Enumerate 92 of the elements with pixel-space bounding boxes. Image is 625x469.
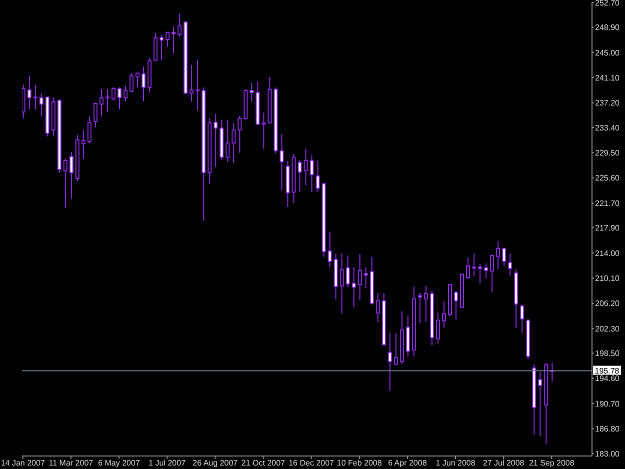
y-tick-label: 198.50: [595, 349, 620, 358]
candlestick: [232, 122, 236, 164]
x-tick-label: 26 Aug 2007: [192, 458, 238, 468]
candlestick: [394, 332, 398, 366]
y-tick-label: 225.60: [595, 174, 620, 183]
y-tick-label: 206.20: [595, 299, 620, 308]
candlestick: [196, 59, 200, 111]
candlestick: [81, 130, 86, 160]
x-tick-label: 6 May 2007: [98, 458, 140, 468]
candlestick: [238, 115, 242, 154]
candlestick: [442, 300, 446, 328]
x-tick-label: 14 Jan 2007: [0, 458, 46, 468]
candlestick: [39, 92, 44, 117]
x-tick-label: 21 Oct 2007: [241, 458, 286, 468]
candlestick: [160, 34, 164, 61]
candlestick: [166, 31, 170, 48]
candlestick: [250, 82, 254, 102]
candlestick: [310, 154, 314, 193]
candlestick: [376, 292, 380, 323]
candlestick: [130, 72, 134, 92]
candlestick: [466, 256, 470, 280]
candlestick: [502, 247, 506, 266]
candlestick: [346, 255, 350, 288]
candlestick: [472, 253, 476, 277]
candlestick: [280, 133, 284, 191]
x-tick-label: 16 Dec 2007: [288, 458, 335, 468]
candlestick: [538, 371, 542, 436]
candlestick: [328, 231, 332, 268]
y-tick-label: 233.40: [595, 123, 620, 132]
y-tick-label: 194.60: [595, 374, 620, 384]
candlestick: [124, 86, 128, 102]
candlestick: [490, 254, 494, 293]
candlestick: [142, 66, 146, 102]
candlestick: [364, 266, 368, 288]
candlestick: [69, 152, 74, 200]
candlestick: [118, 86, 122, 110]
candlestick: [424, 285, 428, 323]
y-tick-label: 186.80: [595, 424, 620, 434]
candlestick: [406, 315, 410, 357]
candlestick: [105, 88, 110, 112]
x-tick-label: 6 Apr 2008: [388, 458, 428, 468]
candlestick: [358, 254, 362, 301]
x-tick-label: 1 Jul 2007: [148, 458, 186, 468]
candlestick: [316, 160, 320, 193]
candlestick: [496, 240, 500, 270]
candlestick: [484, 262, 488, 279]
y-tick-label: 210.10: [595, 274, 620, 283]
candlestick: [352, 266, 356, 308]
y-tick-label: 252.70: [595, 0, 620, 8]
candlestick: [508, 253, 512, 276]
y-tick-label: 221.70: [595, 198, 620, 208]
x-tick-label: 1 Jun 2008: [436, 458, 476, 468]
candlestick: [87, 116, 92, 144]
candlestick: [111, 86, 116, 101]
candlestick: [154, 32, 158, 62]
candlestick: [214, 113, 218, 168]
candlestick: [436, 312, 440, 344]
y-tick-label: 202.30: [595, 324, 620, 334]
candlestick: [136, 72, 140, 88]
y-tick-label: 183.00: [595, 449, 620, 458]
candlestick: [454, 290, 458, 320]
candlestick: [298, 159, 302, 193]
candlestick: [178, 13, 182, 38]
candlestick: [418, 292, 422, 324]
x-tick-label: 11 Mar 2007: [48, 458, 94, 468]
x-tick-label: 10 Feb 2008: [336, 458, 382, 468]
candlestick: [190, 64, 194, 102]
candlestick: [27, 75, 32, 110]
y-tick-label: 237.20: [595, 98, 620, 108]
candlestick: [340, 253, 344, 314]
y-tick-label: 229.50: [595, 148, 620, 158]
candlestick: [520, 304, 524, 334]
candlestick: [172, 26, 176, 54]
y-tick-label: 214.00: [595, 248, 620, 258]
candlestick: [99, 88, 104, 117]
y-tick-label: 190.70: [595, 399, 620, 408]
candlestick: [93, 102, 98, 128]
candlestick: [262, 112, 266, 150]
y-tick-label: 241.10: [595, 74, 620, 83]
candlestick: [478, 263, 482, 284]
ref-line-label: 195.78: [594, 366, 620, 376]
y-tick-label: 217.90: [595, 224, 620, 233]
candlestick: [226, 119, 230, 162]
x-tick-label: 27 Jul 2008: [482, 458, 525, 468]
x-tick-label: 21 Sep 2008: [528, 458, 575, 468]
candlestick: [33, 84, 38, 110]
candlestick: [304, 148, 308, 186]
y-tick-label: 245.00: [595, 48, 620, 58]
y-tick-label: 248.90: [595, 23, 620, 32]
candlestick: [63, 158, 68, 208]
candlestick: [22, 84, 26, 119]
candlestick: [388, 332, 392, 392]
